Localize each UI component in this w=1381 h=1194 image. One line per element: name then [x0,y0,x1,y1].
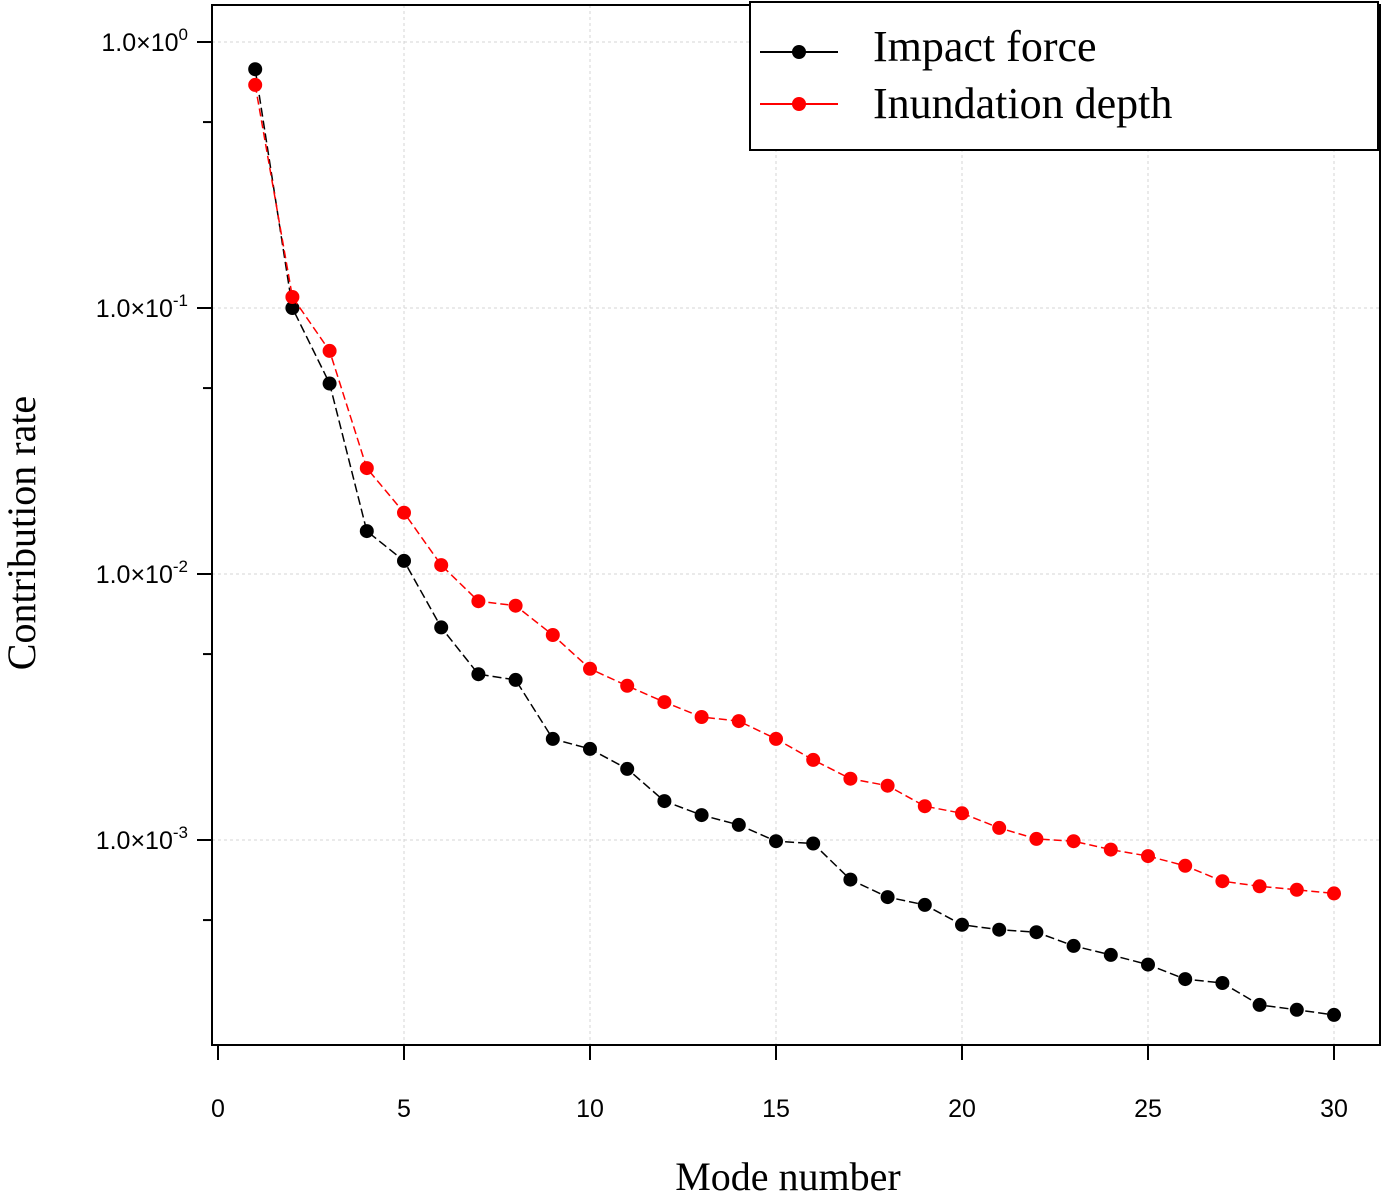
x-tick-label: 15 [762,1095,790,1123]
y-tick-label: 1.0×10-2 [96,557,188,589]
data-point-impact-force [843,872,858,887]
data-point-inundation-depth [1327,886,1341,901]
data-point-impact-force [359,524,374,539]
legend-label-inundation-depth: Inundation depth [873,79,1172,128]
data-point-impact-force [1066,938,1081,953]
x-axis-title: Mode number [675,1154,901,1194]
data-point-inundation-depth [731,714,746,729]
data-point-inundation-depth [545,628,560,642]
data-point-impact-force [397,553,411,568]
data-point-impact-force [1141,957,1155,972]
data-point-impact-force [806,836,821,851]
x-tick-label: 10 [576,1095,604,1123]
data-point-impact-force [955,917,969,932]
data-point-inundation-depth [1066,834,1081,849]
data-point-impact-force [434,620,449,635]
x-tick-label: 25 [1134,1095,1162,1123]
data-point-impact-force [992,922,1007,937]
y-tick-label: 1.0×100 [101,25,188,57]
data-point-inundation-depth [471,594,486,609]
data-point-inundation-depth [880,778,895,793]
data-point-impact-force [248,62,263,77]
data-point-inundation-depth [434,558,449,573]
series-layer [248,62,1341,1022]
data-point-inundation-depth [1289,882,1304,897]
data-point-impact-force [471,667,486,682]
x-axis: 0 5 10 15 20 25 30 [211,1045,1348,1123]
data-point-impact-force [657,794,672,809]
data-point-impact-force [1289,1002,1304,1017]
data-point-inundation-depth [1215,874,1230,889]
data-point-inundation-depth [806,752,821,767]
data-point-impact-force [620,761,635,776]
x-tick-label: 5 [397,1095,411,1123]
data-point-inundation-depth [917,799,932,814]
legend-box [749,1,1379,151]
data-point-impact-force [508,672,523,687]
legend-marker-impact-force [792,45,806,59]
data-point-impact-force [769,834,783,849]
data-point-impact-force [1178,972,1193,987]
data-point-impact-force [1215,976,1230,990]
data-point-inundation-depth [1178,858,1193,873]
series-line-inundation-depth [254,84,1335,895]
data-point-inundation-depth [955,806,969,821]
y-tick-label: 1.0×10-3 [96,823,188,855]
x-tick-label: 0 [211,1095,225,1123]
data-point-impact-force [880,890,895,905]
data-point-impact-force [694,808,709,823]
data-point-inundation-depth [1029,831,1044,846]
data-point-inundation-depth [1103,842,1118,857]
x-tick-label: 30 [1320,1095,1348,1123]
data-point-inundation-depth [620,678,635,693]
data-point-inundation-depth [248,77,263,92]
x-tick-label: 20 [948,1095,976,1123]
data-point-impact-force [322,376,337,391]
data-point-impact-force [285,301,300,315]
data-point-inundation-depth [694,710,709,724]
legend: Impact force Inundation depth [749,1,1379,151]
data-point-inundation-depth [992,820,1007,835]
legend-label-impact-force: Impact force [873,22,1097,71]
data-point-inundation-depth [359,461,374,476]
data-point-inundation-depth [1252,879,1267,894]
data-point-inundation-depth [285,290,300,304]
data-point-inundation-depth [322,343,337,358]
data-point-inundation-depth [583,661,597,676]
legend-marker-inundation-depth [792,97,806,111]
plot-frame [211,4,1381,1046]
data-point-inundation-depth [843,771,858,786]
data-point-impact-force [917,897,932,912]
data-point-impact-force [1327,1007,1341,1022]
series-line-impact-force [254,69,1335,1016]
data-point-impact-force [545,731,560,746]
data-point-inundation-depth [397,505,411,520]
data-point-impact-force [1103,947,1118,962]
data-point-inundation-depth [508,598,523,613]
data-point-impact-force [731,817,746,832]
data-point-impact-force [1029,925,1044,940]
y-tick-label: 1.0×10-1 [96,291,188,323]
data-point-inundation-depth [769,731,783,746]
data-point-inundation-depth [657,695,672,710]
y-axis: 1.0×100 1.0×10-1 1.0×10-2 1.0×10-3 [96,25,212,922]
data-point-inundation-depth [1141,849,1155,864]
data-point-impact-force [1252,997,1267,1012]
grid-lines [212,5,1380,1045]
y-axis-title: Contribution rate [0,396,44,670]
data-point-impact-force [583,741,597,756]
